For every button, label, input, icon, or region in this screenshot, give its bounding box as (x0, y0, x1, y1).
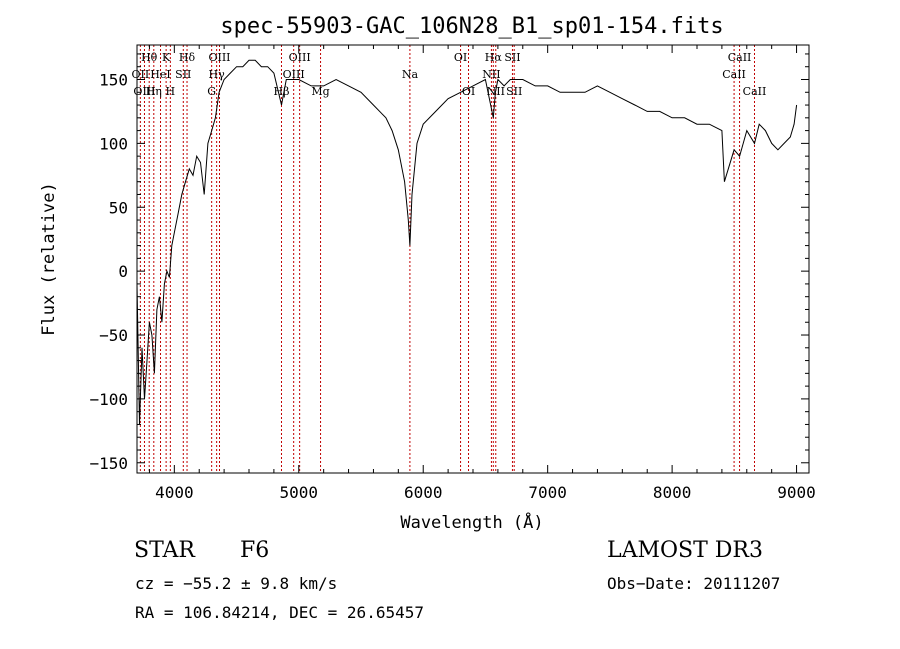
x-tick-label: 6000 (404, 483, 443, 502)
line-label: Mg (311, 85, 329, 98)
y-tick-label: 50 (109, 198, 128, 217)
line-label: OI (462, 85, 475, 98)
x-axis-ticks: 4000 5000 6000 7000 8000 9000 (148, 45, 816, 502)
subclass-label: F6 (240, 538, 270, 563)
line-label: SII (504, 51, 520, 64)
obs-date: Obs−Date: 20111207 (607, 574, 781, 593)
line-label: OIII (208, 51, 230, 64)
x-tick-label: 9000 (777, 483, 816, 502)
emission-line-markers (139, 45, 755, 473)
line-label: SII (506, 85, 522, 98)
line-label: Hγ (209, 68, 226, 81)
line-label: OIII (283, 68, 305, 81)
plot-frame (136, 44, 810, 474)
line-label: OIII (133, 85, 155, 98)
line-label: OII (132, 68, 150, 81)
line-label: HeI (150, 68, 170, 81)
line-label: CaII (722, 68, 746, 81)
ra-dec-coords: RA = 106.84214, DEC = 26.65457 (135, 603, 424, 622)
x-tick-label: 7000 (528, 483, 567, 502)
line-label: NII (482, 68, 500, 81)
line-label: OIII (289, 51, 311, 64)
x-tick-label: 5000 (280, 483, 319, 502)
survey-label: LAMOST DR3 (607, 538, 763, 563)
y-tick-label: 0 (118, 262, 128, 281)
line-label: Hθ (141, 51, 158, 64)
line-label: G (207, 85, 216, 98)
line-label: SII (175, 68, 191, 81)
chart-title: spec-55903-GAC_106N28_B1_sp01-154.fits (220, 14, 723, 39)
y-tick-label: 150 (99, 70, 128, 89)
line-label: Hβ (274, 85, 290, 98)
y-axis-ticks: −150 −100 −50 0 50 100 150 (89, 53, 809, 473)
x-axis-label: Wavelength (Å) (400, 511, 543, 533)
y-tick-label: −100 (89, 390, 128, 409)
y-tick-label: 100 (99, 134, 128, 153)
y-tick-label: −50 (99, 326, 128, 345)
line-label: Hα (485, 51, 503, 64)
line-label: H (166, 85, 176, 98)
spectrum-line (136, 59, 798, 425)
line-label: Na (402, 68, 419, 81)
class-label: STAR (134, 538, 195, 563)
line-label: Hη (146, 85, 162, 98)
cz-value: cz = −55.2 ± 9.8 km/s (135, 574, 338, 593)
x-tick-label: 8000 (653, 483, 692, 502)
line-label: CaII (728, 51, 752, 64)
line-label: K (162, 51, 171, 64)
y-axis-label: Flux (relative) (39, 182, 59, 336)
line-label: CaII (743, 85, 767, 98)
y-tick-label: −150 (89, 454, 128, 473)
line-label: Hδ (179, 51, 196, 64)
line-label: OI (454, 51, 467, 64)
x-tick-label: 4000 (155, 483, 194, 502)
